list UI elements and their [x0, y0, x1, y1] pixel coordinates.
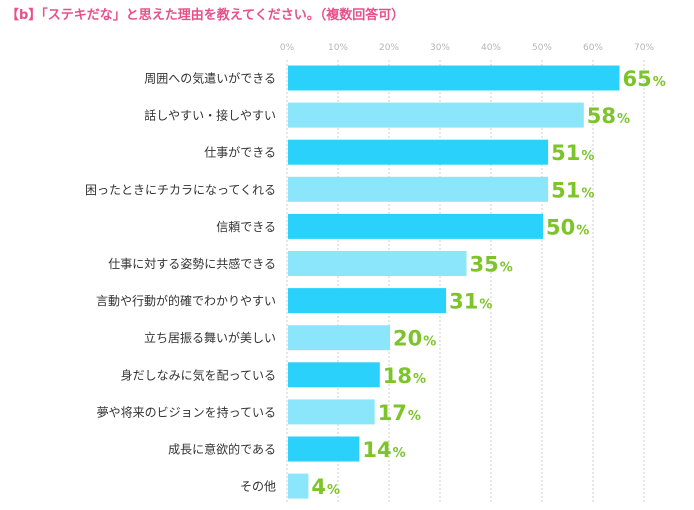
x-tick-label: 30% [430, 43, 450, 53]
x-tick-label: 70% [634, 43, 654, 53]
category-label: 仕事に対する姿勢に共感できる [108, 256, 276, 271]
bar [288, 399, 375, 425]
x-tick-label: 10% [328, 43, 348, 53]
x-tick-label: 50% [532, 43, 552, 53]
value-label: 18% [383, 364, 426, 388]
bar [288, 65, 620, 91]
chart-title: 【b】「ステキだな」と思えた理由を教えてください。（複数回答可） [6, 8, 405, 23]
x-axis-ticks: 0% 10% 20% 30% 40% 50% 60% 70% [280, 43, 655, 53]
value-label: 31% [449, 290, 492, 314]
category-label: 困ったときにチカラになってくれる [85, 183, 276, 197]
value-label: 4% [311, 475, 340, 499]
value-label: 51% [551, 178, 594, 202]
category-label: その他 [240, 480, 276, 494]
x-tick-label: 60% [583, 43, 603, 53]
bar [288, 325, 390, 351]
value-label: 50% [546, 215, 589, 239]
x-tick-label: 0% [280, 43, 295, 53]
value-label: 35% [470, 253, 513, 277]
value-label: 14% [362, 438, 405, 462]
bar [288, 213, 543, 239]
category-label: 身だしなみに気を配っている [121, 367, 276, 382]
bar [288, 102, 584, 128]
bar [288, 362, 380, 388]
gridlines [286, 60, 645, 503]
bars [288, 65, 620, 499]
category-label: 周囲への気遣いができる [144, 71, 276, 86]
category-label: 夢や将来のビジョンを持っている [97, 404, 276, 419]
bar [288, 176, 549, 202]
x-tick-label: 40% [481, 43, 501, 53]
bar [288, 473, 309, 499]
category-label: 成長に意欲的である [168, 442, 276, 457]
category-label: 言動や行動が的確でわかりやすい [96, 293, 276, 308]
category-labels: 周囲への気遣いができる話しやすい・接しやすい仕事ができる困ったときにチカラになっ… [85, 71, 276, 494]
bar [288, 251, 467, 276]
x-tick-label: 20% [379, 43, 399, 53]
value-label: 51% [551, 141, 594, 165]
bar [288, 436, 360, 462]
category-label: 仕事ができる [204, 145, 276, 160]
value-label: 20% [393, 327, 436, 351]
category-label: 信頼できる [216, 220, 276, 234]
bar [288, 139, 549, 165]
category-label: 立ち居振る舞いが美しい [144, 330, 276, 345]
value-label: 65% [623, 67, 666, 91]
value-label: 17% [378, 401, 421, 425]
value-label: 58% [587, 104, 630, 128]
category-label: 話しやすい・接しやすい [144, 108, 276, 123]
bar [288, 288, 447, 314]
value-labels: 65% 58% 51% 51% 50% 35% 31% 20% 18% 17% 14% 4% [311, 67, 665, 499]
